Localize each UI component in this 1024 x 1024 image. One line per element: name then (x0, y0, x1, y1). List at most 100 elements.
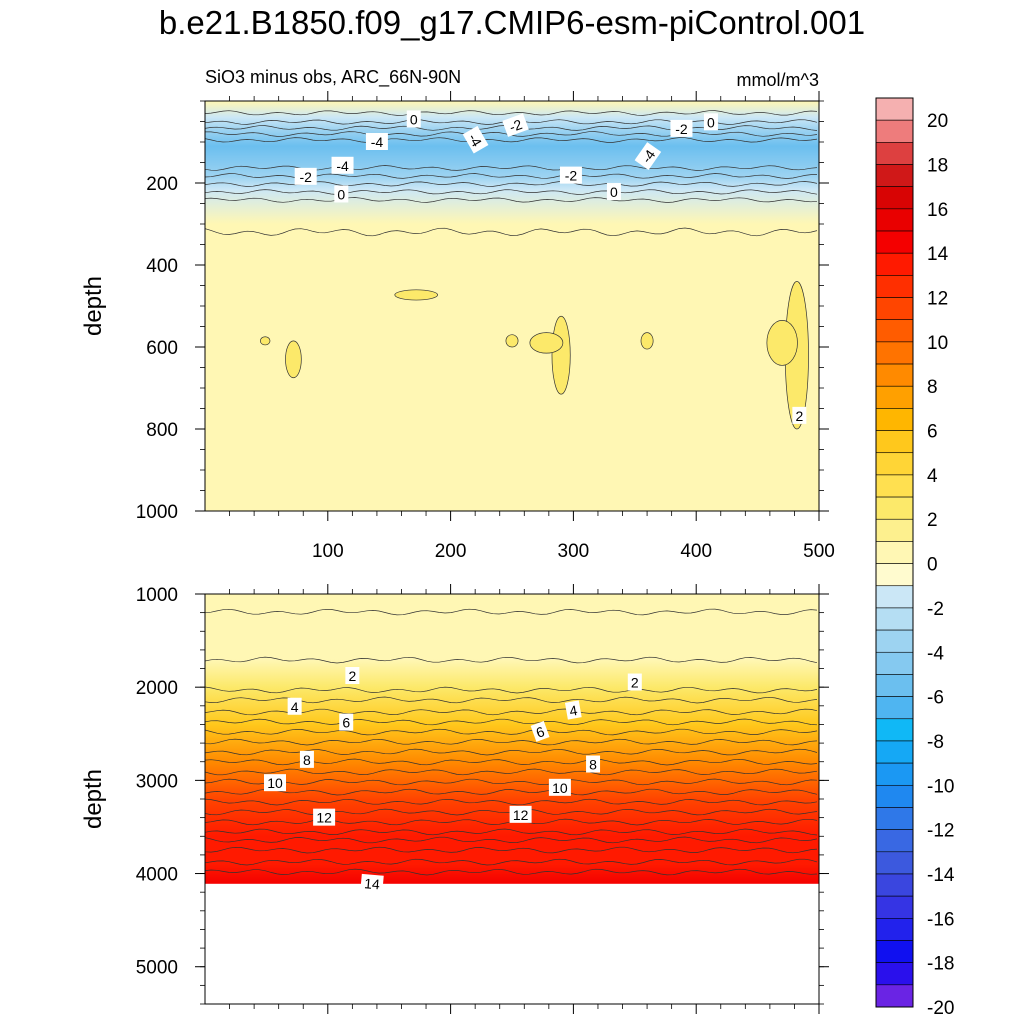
contour-label: -4 (462, 125, 489, 154)
colorbar-label: 18 (927, 156, 948, 177)
contour-label-text: -2 (675, 121, 688, 137)
y-tick-label: 4000 (136, 865, 178, 886)
colorbar-box (875, 230, 914, 254)
bottom-contour-line (205, 686, 818, 694)
bottom-contour-line (205, 738, 818, 746)
bottom-contour-line (205, 788, 818, 796)
positive-patch (394, 289, 438, 301)
top-positive-patches (259, 281, 809, 430)
y-tick-label: 1000 (136, 585, 178, 606)
positive-patch (505, 334, 519, 348)
colorbar-box (875, 208, 914, 232)
contour-label-box (530, 721, 550, 742)
contour-label-text: 10 (552, 780, 568, 796)
contour-label-text: 4 (291, 699, 299, 715)
contour-label: -2 (502, 113, 529, 137)
contour-label-box (345, 667, 360, 684)
contour-label-box (287, 697, 302, 715)
contour-label: 6 (339, 713, 354, 731)
colorbar-box (875, 784, 914, 808)
positive-patch (259, 336, 271, 346)
bottom-contour-line (205, 718, 818, 726)
colorbar-label: 0 (927, 555, 938, 576)
contour-label-box (559, 166, 582, 184)
contour-label: 4 (287, 697, 302, 715)
contour-label-text: 2 (795, 408, 803, 424)
contour-label-text: 0 (410, 111, 418, 127)
top-contour-line (205, 137, 818, 143)
positive-patch (551, 315, 571, 395)
bottom-contour-lines (205, 608, 818, 876)
y-tick-label: 800 (146, 420, 178, 441)
contour-label-box (564, 700, 582, 720)
colorbar-box (875, 518, 914, 542)
colorbar-box (875, 142, 914, 165)
contour-label-text: 6 (342, 715, 350, 731)
units-label: mmol/m^3 (737, 70, 819, 90)
colorbar-label: 8 (927, 377, 938, 398)
colorbar-label: 12 (927, 289, 948, 310)
bottom-contour-line (205, 836, 818, 844)
contour-label: -4 (365, 133, 388, 150)
contour-label: 12 (509, 805, 532, 823)
colorbar-box (875, 541, 914, 564)
contour-label-text: 2 (631, 675, 639, 691)
colorbar-label: -18 (927, 954, 954, 975)
contour-label-text: 12 (316, 810, 332, 826)
colorbar-box (875, 607, 914, 631)
contour-label: 6 (530, 721, 550, 742)
colorbar-boxes (875, 97, 914, 1008)
colorbar-box (875, 873, 914, 897)
y-tick-label: 600 (146, 338, 178, 359)
bottom-contour-line (205, 846, 818, 854)
positive-patch (529, 332, 564, 354)
contour-label-box (548, 778, 571, 796)
colorbar-label: -4 (927, 643, 944, 664)
colorbar-box (875, 696, 914, 720)
contour-label-text: 8 (303, 752, 311, 768)
contour-label: 10 (263, 774, 286, 792)
contour-label-text: 0 (610, 184, 618, 200)
contour-label-text: -4 (336, 158, 349, 174)
contour-label: -4 (634, 142, 662, 170)
colorbar-label: 20 (927, 111, 948, 132)
colorbar-box (875, 895, 914, 919)
contour-label-text: 0 (707, 114, 715, 130)
y-tick-label: 400 (146, 256, 178, 277)
contour-label: 8 (299, 750, 314, 768)
colorbar-box (875, 674, 914, 697)
top-contour-labels: 0 -2 -4 -4 -2 0 -4 -4 -2 -2 0 0 2 (294, 110, 807, 424)
contour-label-text: -2 (507, 116, 524, 135)
contour-label-text: 10 (267, 775, 283, 791)
contour-label: 0 (703, 113, 718, 131)
contour-label-box (331, 156, 354, 174)
bottom-contour-line (205, 778, 818, 786)
contour-label: 0 (606, 183, 621, 201)
contour-label-box (339, 713, 354, 731)
colorbar-box (875, 585, 914, 609)
positive-patch (766, 320, 798, 366)
contour-label: -2 (294, 167, 317, 185)
bottom-contour-line (205, 708, 818, 716)
bottom-contour-line (205, 608, 818, 616)
colorbar-box (875, 940, 914, 963)
colorbar-label: -14 (927, 865, 955, 886)
contour-label: 0 (406, 110, 421, 128)
bottom-contour-line (205, 656, 818, 664)
bottom-panel-field (205, 594, 819, 884)
contour-label-box (263, 774, 286, 792)
x-tick-label: 200 (435, 541, 467, 562)
contour-label-box (634, 142, 662, 170)
bottom-contour-line (205, 868, 818, 876)
contour-label: 0 (334, 185, 349, 203)
colorbar-box (875, 275, 914, 298)
bottom-contour-line (205, 818, 818, 826)
x-tick-label: 100 (312, 541, 344, 562)
bottom-contour-line (205, 858, 818, 866)
top-contour-line (205, 110, 818, 116)
contour-label-box (299, 750, 314, 768)
contour-label-text: 14 (364, 875, 381, 892)
colorbar-label: -20 (927, 998, 954, 1019)
